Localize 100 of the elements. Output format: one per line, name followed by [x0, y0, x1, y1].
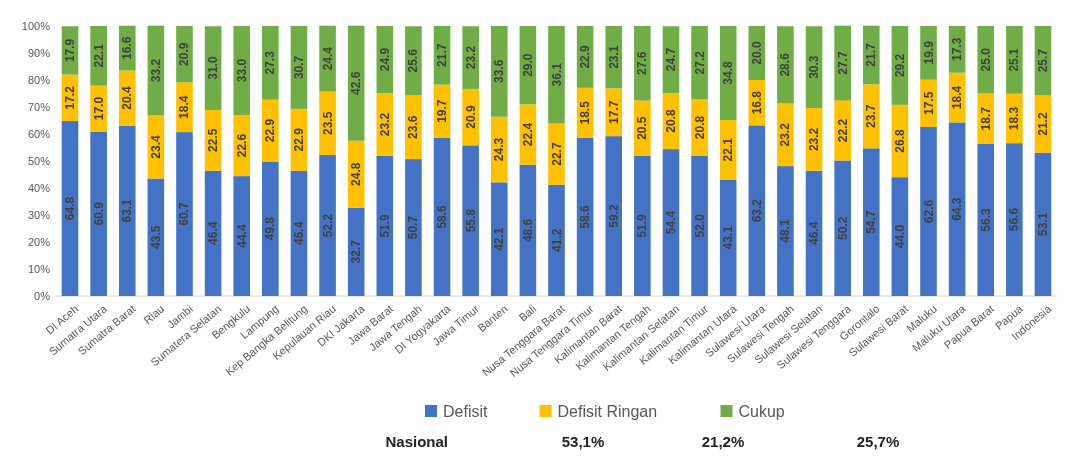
- data-label: 63.2: [749, 198, 764, 223]
- data-label: 22.9: [263, 118, 278, 143]
- data-label: 22.6: [234, 133, 249, 158]
- bar: [462, 26, 479, 89]
- bar: [634, 26, 651, 101]
- bar: [490, 26, 508, 117]
- bar: [233, 26, 251, 116]
- data-label: 17.7: [606, 100, 621, 124]
- bar: [691, 26, 708, 100]
- data-label: 60.7: [177, 202, 192, 226]
- data-label: 23.2: [377, 112, 392, 137]
- data-label: 33.6: [492, 59, 507, 84]
- y-tick-label: 70%: [27, 101, 51, 113]
- data-label: 24.9: [377, 47, 392, 72]
- data-label: 54.4: [663, 210, 678, 235]
- data-label: 23.4: [148, 134, 163, 159]
- y-tick-label: 90%: [27, 47, 51, 59]
- bar: [1034, 152, 1052, 296]
- data-label: 34.8: [721, 60, 736, 85]
- bar: [548, 26, 565, 124]
- data-label: 22.1: [91, 43, 106, 68]
- data-label: 46.4: [291, 221, 306, 246]
- data-label: 33.2: [148, 58, 163, 83]
- data-label: 52.0: [692, 213, 707, 238]
- data-label: 21.2: [1035, 112, 1050, 136]
- data-label: 52.2: [320, 213, 335, 238]
- y-tick-label: 30%: [27, 209, 51, 221]
- data-label: 36.1: [549, 62, 564, 87]
- bar: [548, 184, 565, 296]
- data-label: 17.3: [950, 37, 965, 62]
- bar: [777, 26, 794, 104]
- data-label: 22.7: [549, 142, 564, 166]
- y-tick-label: 100%: [21, 20, 51, 32]
- data-label: 19.7: [435, 99, 450, 123]
- bar: [977, 143, 995, 296]
- data-label: 17.2: [63, 85, 78, 110]
- bar: [319, 155, 336, 296]
- legend-label: Defisit Ringan: [557, 402, 658, 420]
- data-label: 58.6: [578, 204, 593, 229]
- bar: [834, 160, 851, 296]
- x-tick-label: Riau: [141, 302, 167, 327]
- data-label: 18.3: [1007, 106, 1022, 131]
- text: 53,1%: [561, 432, 605, 450]
- data-label: 20.9: [463, 105, 478, 129]
- data-label: 27.2: [692, 50, 707, 75]
- data-label: 48.6: [520, 218, 535, 243]
- data-label: 20.9: [177, 42, 192, 66]
- data-label: 22.4: [520, 122, 535, 147]
- data-label: 26.8: [892, 129, 907, 153]
- data-label: 22.5: [206, 128, 221, 153]
- data-label: 20.0: [749, 41, 764, 65]
- bar: [548, 123, 565, 185]
- data-label: 25.6: [406, 48, 421, 73]
- bar: [1006, 26, 1023, 94]
- data-label: 25.7: [1035, 48, 1050, 73]
- data-label: 43.1: [721, 225, 736, 250]
- text: 25,7%: [856, 432, 900, 450]
- data-label: 63.1: [120, 198, 135, 223]
- bar: [118, 125, 136, 296]
- bar: [405, 159, 422, 296]
- data-label: 27.7: [835, 51, 850, 75]
- x-tick-label: Bali: [516, 302, 539, 324]
- bar: [262, 161, 279, 296]
- bar: [777, 166, 794, 296]
- data-label: 64.3: [950, 197, 965, 221]
- data-label: 27.3: [263, 50, 278, 75]
- data-label: 29.0: [520, 53, 535, 77]
- bar: [634, 155, 651, 296]
- data-label: 18.4: [177, 95, 192, 119]
- data-label: 17.0: [91, 96, 106, 121]
- data-label: 20.4: [120, 86, 135, 110]
- bar: [262, 26, 279, 100]
- data-label: 24.3: [492, 137, 507, 162]
- bar: [376, 155, 394, 296]
- data-label: 42.6: [349, 71, 364, 95]
- data-label: 18.7: [978, 106, 993, 131]
- data-label: 46.4: [206, 221, 221, 246]
- data-label: 22.1: [721, 137, 736, 162]
- bar: [176, 132, 193, 296]
- data-label: 22.2: [835, 118, 850, 143]
- data-label: 22.9: [291, 127, 306, 152]
- y-tick-label: 20%: [27, 236, 51, 248]
- y-tick-label: 0%: [34, 290, 51, 302]
- data-label: 60.9: [91, 201, 106, 226]
- data-label: 21.7: [864, 43, 879, 67]
- data-label: 50.7: [406, 215, 421, 240]
- data-label: 24.8: [349, 162, 364, 186]
- bar: [233, 176, 251, 296]
- bar: [90, 26, 107, 86]
- bar: [1006, 143, 1023, 296]
- data-label: 23.7: [864, 104, 879, 128]
- bar: [576, 137, 594, 296]
- data-label: 41.2: [549, 228, 564, 253]
- data-label: 28.6: [778, 52, 793, 77]
- bar: [834, 25, 851, 101]
- legend-label: Defisit: [443, 402, 489, 420]
- data-label: 29.2: [892, 53, 907, 78]
- data-label: 51.9: [377, 213, 392, 238]
- data-label: 51.9: [635, 213, 650, 238]
- data-label: 23.2: [807, 127, 822, 152]
